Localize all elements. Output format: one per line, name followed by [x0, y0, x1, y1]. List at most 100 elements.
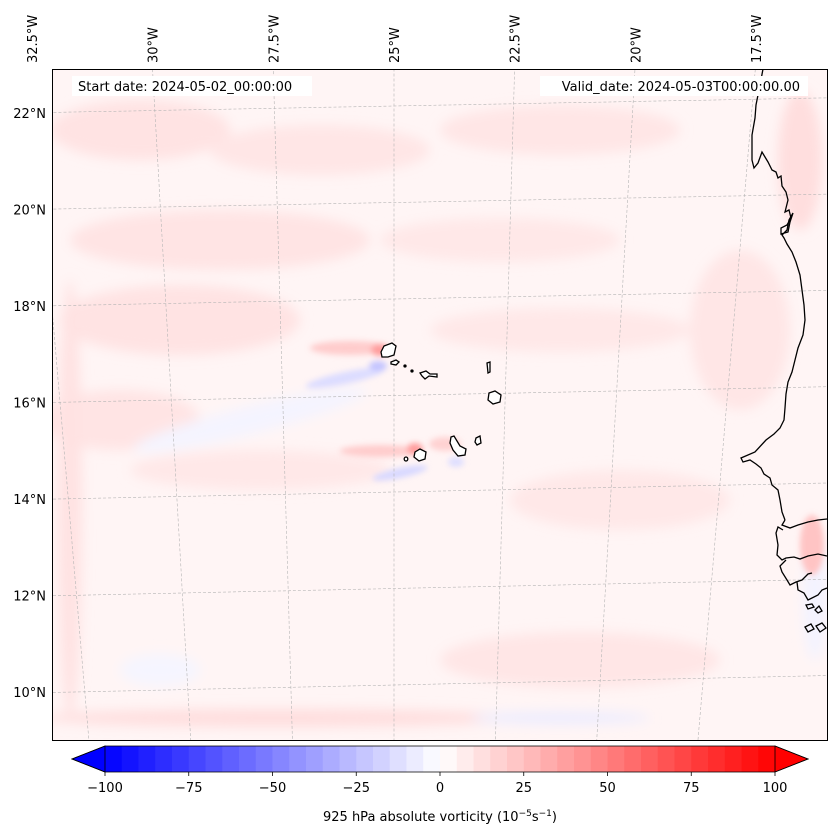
island-fogo [413, 448, 427, 462]
colorbar-tick-label: −75 [175, 781, 202, 796]
coastline-gambia [781, 518, 827, 529]
gridline-lat [52, 578, 827, 597]
colorbar-segment [406, 746, 424, 772]
vorticity-patch [510, 470, 730, 530]
colorbar-segment [657, 746, 675, 772]
vorticity-patch [60, 285, 300, 355]
wake-negative-santiago [448, 457, 464, 467]
colorbar-segment [490, 746, 508, 772]
islands-bijagos-3 [804, 623, 815, 633]
colorbar: −100 −75 −50 −25 0 25 50 75 100 925 hPa absolute… [70, 745, 810, 825]
colorbar-segment [222, 746, 240, 772]
colorbar-segment [574, 746, 592, 772]
colorbar-tick-label: 100 [763, 781, 788, 796]
colorbar-tick-label: 75 [683, 781, 700, 796]
gridline-lat [52, 193, 827, 210]
colorbar-segment [557, 746, 575, 772]
vorticity-patch-negative [120, 654, 200, 686]
vorticity-patch [52, 100, 230, 160]
longitude-label: 17.5°W [750, 15, 765, 63]
latitude-label: 18°N [13, 300, 46, 315]
colorbar-segment [356, 746, 374, 772]
colorbar-segment [507, 746, 525, 772]
gridline-lon [697, 69, 756, 740]
colorbar-segment [440, 746, 458, 772]
colorbar-tick-label: 25 [515, 781, 532, 796]
longitude-label: 27.5°W [267, 15, 282, 63]
vorticity-patch-negative [133, 387, 367, 453]
gridline-lon [272, 69, 293, 740]
colorbar-label-mid: s [532, 810, 539, 825]
colorbar-segment [105, 746, 123, 772]
island-santiago [449, 435, 467, 457]
colorbar-segment [205, 746, 223, 772]
colorbar-segment [708, 746, 726, 772]
vorticity-patch [130, 450, 390, 490]
longitude-labels: 32.5°W 30°W 27.5°W 25°W 22.5°W 20°W 17.5°W [26, 15, 765, 63]
island-brava [403, 456, 409, 462]
wake-negative-north [305, 367, 385, 389]
colorbar-label-main: 925 hPa absolute vorticity (10 [323, 810, 519, 825]
colorbar-segment [239, 746, 257, 772]
latitude-labels: 22°N 20°N 18°N 16°N 14°N 12°N 10°N [13, 107, 46, 701]
colorbar-extend-low [70, 745, 106, 773]
colorbar-label-exp2: −1 [539, 809, 552, 819]
colorbar-segment [373, 746, 391, 772]
latitude-label: 22°N [13, 107, 46, 122]
coastline-mauritania-senegal [740, 69, 806, 521]
latitude-label: 12°N [13, 590, 46, 605]
vorticity-patch [210, 125, 430, 175]
vorticity-patch [430, 308, 690, 352]
colorbar-tick-label: −100 [87, 781, 123, 796]
colorbar-segment [339, 746, 357, 772]
colorbar-segment [540, 746, 558, 772]
longitude-label: 25°W [388, 27, 403, 63]
coastline-casamance [775, 526, 827, 561]
vorticity-patch-negative [470, 712, 650, 724]
gridline-lat [52, 290, 827, 307]
wake-positive-south [340, 445, 420, 457]
colorbar-extend-high [774, 745, 810, 773]
colorbar-tick-label: 50 [599, 781, 616, 796]
gridline-lon [596, 69, 636, 740]
colorbar-segment [724, 746, 742, 772]
latitude-label: 14°N [13, 493, 46, 508]
colorbar-segment [456, 746, 474, 772]
colorbar-segment [691, 746, 709, 772]
wake-negative-core [369, 361, 387, 371]
island-sal [486, 361, 491, 375]
colorbar-segments [105, 746, 776, 772]
vorticity-field [52, 69, 827, 740]
longitude-label: 22.5°W [509, 15, 524, 63]
map-axes: Start date: 2024-05-02_00:00:00 Valid_da… [13, 15, 828, 741]
colorbar-segment [121, 746, 139, 772]
wake-positive-gambia [800, 515, 824, 575]
colorbar-segment [624, 746, 642, 772]
start-date-text: Start date: 2024-05-02_00:00:00 [78, 80, 292, 95]
colorbar-segment [523, 746, 541, 772]
colorbar-segment [473, 746, 491, 772]
colorbar-segment [590, 746, 608, 772]
map-frame [52, 69, 828, 741]
vorticity-patch [778, 90, 822, 230]
colorbar-segment [741, 746, 759, 772]
latitude-label: 16°N [13, 397, 46, 412]
longitude-label: 30°W [147, 27, 162, 63]
latitude-label: 10°N [13, 686, 46, 701]
island-sao-vicente [390, 359, 401, 366]
gridline-lat [52, 97, 827, 113]
vorticity-patches-broad [52, 90, 827, 727]
island-sao-nicolau [418, 370, 438, 380]
valid-date-text: Valid_date: 2024-05-03T00:00:00.00 [562, 80, 800, 95]
colorbar-ticks: −100 −75 −50 −25 0 25 50 75 100 [87, 772, 787, 796]
colorbar-tick-label: −25 [343, 781, 370, 796]
colorbar-segment [641, 746, 659, 772]
islands-bijagos-4 [815, 622, 827, 633]
longitude-label: 20°W [629, 27, 644, 63]
colorbar-segment [289, 746, 307, 772]
islands-bijagos-2 [814, 604, 823, 614]
island-santa-luzia [403, 364, 407, 368]
vorticity-patch [70, 210, 370, 270]
colorbar-segment [188, 746, 206, 772]
